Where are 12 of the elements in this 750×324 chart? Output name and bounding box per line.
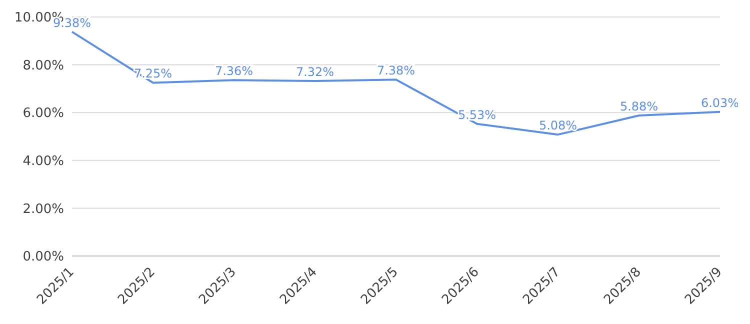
y-tick-label: 8.00% bbox=[22, 58, 64, 74]
data-label: 5.88% bbox=[620, 99, 658, 114]
y-tick-label: 6.00% bbox=[22, 106, 64, 122]
data-label: 5.08% bbox=[538, 118, 578, 133]
data-label: 5.53% bbox=[458, 108, 496, 122]
data-label: 7.32% bbox=[296, 65, 334, 80]
data-label: 7.36% bbox=[214, 64, 254, 78]
y-tick-label: 0.00% bbox=[22, 250, 64, 265]
y-tick-label: 2.00% bbox=[22, 202, 64, 217]
y-tick-label: 4.00% bbox=[22, 154, 64, 170]
data-label: 7.38% bbox=[376, 64, 416, 78]
data-label: 6.03% bbox=[700, 96, 740, 110]
